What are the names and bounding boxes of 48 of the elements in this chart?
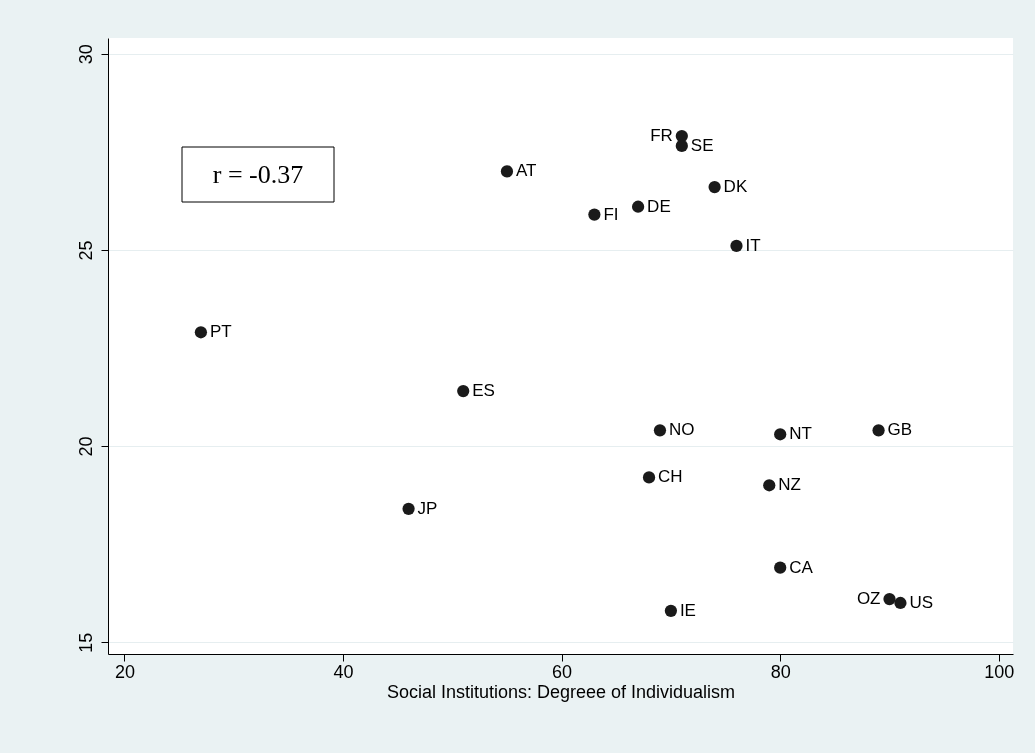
point [883,592,896,606]
x-axis-title: Social Institutions: Degreee of Individualism [386,681,736,702]
data-label: DK [723,177,748,197]
data-label: NZ [778,475,801,495]
point [500,165,514,178]
x-tick-label: 40 [333,661,354,682]
x-tick-label: 60 [552,661,573,682]
data-label: IT [745,235,761,255]
y-tick-label: 30 [75,44,96,65]
annotation: r = -0.37 [212,160,304,189]
point [402,502,415,515]
y-tick-label: 20 [75,436,96,457]
point [708,180,721,194]
point [872,424,885,437]
x-tick-label: 20 [114,661,135,682]
data-label: OZ [856,589,881,609]
data-label: NO [668,420,695,440]
point [730,239,743,253]
data-label: GB [887,420,913,440]
data-label: CA [789,557,814,577]
point [457,385,470,398]
data-label: US [909,592,934,612]
point [194,326,208,339]
point [642,471,656,484]
x-tick-label: 100 [984,661,1015,682]
data-label: NT [789,424,812,444]
point [653,424,667,437]
point [675,139,688,153]
y-tick-label: 25 [75,240,96,261]
point [588,208,601,221]
data-label: JP [417,498,438,518]
data-label: IE [679,600,696,620]
point [763,479,776,492]
point [894,596,907,610]
point [774,561,787,574]
data-label: SE [690,135,714,155]
x-tick-label: 80 [770,661,791,682]
data-label: AT [515,161,537,181]
data-label: FR [650,126,673,146]
point [774,428,787,441]
y-tick-label: 15 [75,632,96,653]
data-label: FI [603,204,619,224]
data-label: ES [472,381,495,401]
point [631,200,645,213]
data-label: PT [209,322,232,342]
data-label: CH [658,467,683,487]
point [664,604,678,617]
data-label: DE [647,196,671,216]
